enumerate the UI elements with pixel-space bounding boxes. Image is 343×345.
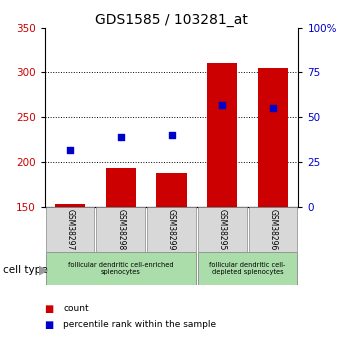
Text: GSM38299: GSM38299 (167, 209, 176, 250)
Title: GDS1585 / 103281_at: GDS1585 / 103281_at (95, 12, 248, 27)
Point (220, 102, 225, 108)
Bar (46, 207, 94, 252)
Point (118, 134, 123, 140)
Text: percentile rank within the sample: percentile rank within the sample (63, 321, 216, 329)
Point (270, 106, 276, 111)
Bar (258, 68, 288, 207)
Text: ▶: ▶ (39, 263, 49, 276)
Text: follicular dendritic cell-enriched
splenocytes: follicular dendritic cell-enriched splen… (68, 262, 174, 275)
Bar (96, 207, 145, 252)
Bar (156, 173, 187, 207)
Text: GSM38296: GSM38296 (269, 209, 277, 250)
Bar (46, 252, 196, 285)
Point (67, 147, 73, 152)
Bar (198, 252, 297, 285)
Bar (249, 207, 297, 252)
Text: cell type: cell type (3, 265, 48, 275)
Text: GSM38297: GSM38297 (66, 209, 74, 250)
Text: GSM38298: GSM38298 (116, 209, 125, 250)
Point (169, 132, 174, 138)
Bar (207, 63, 237, 207)
Text: follicular dendritic cell-
depleted splenocytes: follicular dendritic cell- depleted sple… (210, 262, 286, 275)
Text: ■: ■ (45, 304, 54, 314)
Bar (106, 168, 136, 207)
Bar (147, 207, 196, 252)
Text: GSM38295: GSM38295 (218, 209, 227, 250)
Bar (198, 207, 247, 252)
Text: count: count (63, 304, 89, 313)
Bar (55, 204, 85, 207)
Text: ■: ■ (45, 320, 54, 330)
